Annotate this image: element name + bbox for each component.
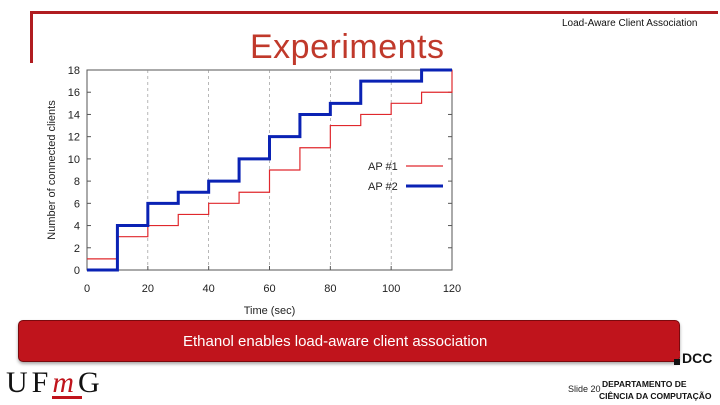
y-tick-label: 16	[68, 87, 80, 99]
y-tick-label: 12	[68, 132, 80, 144]
y-tick-label: 6	[74, 198, 80, 210]
x-axis-label: Time (sec)	[244, 305, 296, 317]
dcc-logo-square-red	[674, 351, 680, 357]
y-tick-label: 18	[68, 66, 80, 77]
title-frame-left	[30, 11, 33, 63]
y-tick-label: 4	[74, 221, 80, 233]
series-line-2	[87, 68, 452, 272]
ufmg-logo-prefix: UF	[6, 366, 53, 399]
ufmg-logo: UFmG	[6, 366, 104, 400]
x-tick-label: 40	[203, 283, 215, 295]
banner-text: Ethanol enables load-aware client associ…	[183, 333, 488, 350]
ufmg-logo-bar	[52, 396, 82, 399]
slide-header: Load-Aware Client Association	[562, 18, 698, 29]
slide-number: Slide 20	[568, 384, 601, 394]
dcc-logo-abbr: DCC	[682, 350, 713, 366]
y-tick-label: 0	[74, 265, 80, 277]
y-tick-label: 14	[68, 109, 80, 121]
x-tick-label: 0	[84, 283, 90, 295]
x-tick-label: 100	[382, 283, 400, 295]
banner: Ethanol enables load-aware client associ…	[18, 320, 680, 362]
legend-label: AP #1	[368, 161, 398, 173]
slide-title: Experiments	[250, 28, 445, 66]
y-tick-label: 2	[74, 243, 80, 255]
ufmg-logo-m: m	[52, 366, 79, 399]
y-tick-label: 8	[74, 176, 80, 188]
legend-label: AP #2	[368, 181, 398, 193]
department-line-1: DEPARTAMENTO DE	[602, 379, 687, 389]
title-frame-top	[30, 11, 718, 14]
x-tick-label: 20	[142, 283, 154, 295]
y-tick-label: 10	[68, 154, 80, 166]
dcc-logo-square-black	[674, 359, 680, 365]
x-tick-label: 80	[324, 283, 336, 295]
chart: 0 20 40 60 80 100 120 0 2 4 6 8 10 12 14 16 18 Time (sec)…	[46, 66, 461, 317]
x-tick-label: 120	[443, 283, 461, 295]
x-tick-label: 60	[263, 283, 275, 295]
department-line-2: CIÊNCIA DA COMPUTAÇÃO	[599, 391, 712, 401]
y-axis-label: Number of connected clients	[46, 100, 58, 240]
ufmg-logo-suffix: G	[78, 366, 104, 399]
